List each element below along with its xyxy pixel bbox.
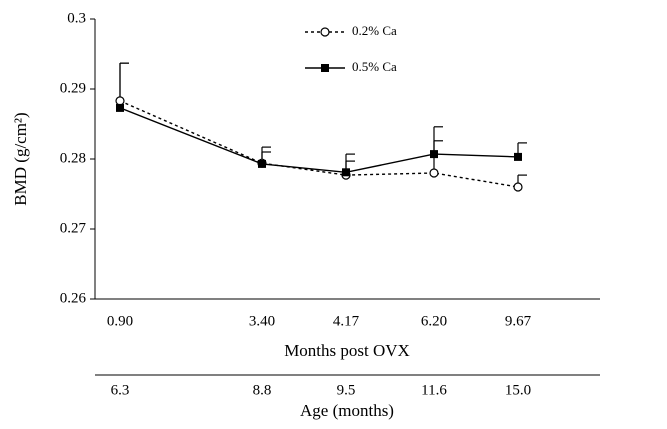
x-tick-label: 9.67 bbox=[505, 313, 532, 329]
point bbox=[429, 168, 439, 178]
point bbox=[342, 168, 350, 177]
x2-tick-label: 6.3 bbox=[111, 382, 130, 398]
x-tick-label: 4.17 bbox=[333, 313, 360, 329]
x2-tick-label: 8.8 bbox=[253, 382, 272, 398]
x2-tick-label: 9.5 bbox=[337, 382, 356, 398]
legend-label: 0.5% Ca bbox=[352, 59, 397, 74]
y-axis-title: BMD (g/cm²) bbox=[11, 112, 30, 205]
series-line bbox=[119, 107, 519, 174]
x-axis-title: Months post OVX bbox=[284, 341, 410, 360]
legend-marker bbox=[320, 27, 330, 37]
x2-axis-title: Age (months) bbox=[300, 401, 394, 420]
x2-tick-label: 15.0 bbox=[505, 382, 531, 398]
x-tick-label: 6.20 bbox=[421, 313, 447, 329]
x2-tick-label: 11.6 bbox=[421, 382, 447, 398]
y-tick-label: 0.3 bbox=[67, 10, 86, 26]
y-tick-label: 0.26 bbox=[60, 290, 87, 306]
point bbox=[430, 150, 438, 159]
point bbox=[115, 96, 125, 106]
legend-label: 0.2% Ca bbox=[352, 23, 397, 38]
y-tick-label: 0.29 bbox=[60, 80, 86, 96]
point bbox=[514, 152, 522, 161]
y-tick-label: 0.28 bbox=[60, 150, 86, 166]
point bbox=[258, 159, 266, 168]
series-line bbox=[119, 100, 519, 188]
legend-marker bbox=[321, 64, 329, 72]
y-tick-label: 0.27 bbox=[60, 220, 87, 236]
x-tick-label: 0.90 bbox=[107, 313, 133, 329]
x-tick-label: 3.40 bbox=[249, 313, 275, 329]
point bbox=[513, 182, 523, 192]
point bbox=[116, 103, 124, 112]
